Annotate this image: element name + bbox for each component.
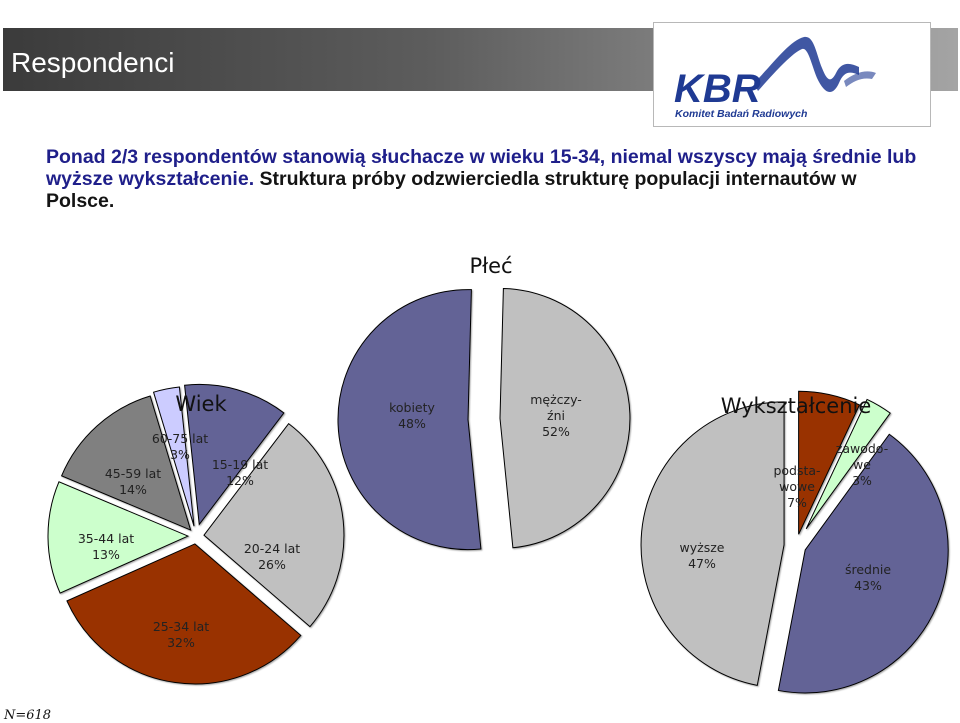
pie-chart-wyksztalcenie: podsta-wowe 7% zawodo-we 3% średnie 43% wyższe… xyxy=(640,390,949,694)
pie-slice-kobiety-48 xyxy=(499,287,631,549)
pie-slice-podsta-wowe-7 xyxy=(798,390,861,535)
intro-rest: Struktura próby odzwierciedla strukturę … xyxy=(46,168,857,212)
pie-slice-25-34-lat-32 xyxy=(66,543,302,685)
data-label: podsta-wowe 7% xyxy=(773,463,820,510)
data-label: kobiety 48% xyxy=(389,400,435,431)
data-label: zawodo-we 3% xyxy=(836,441,888,488)
data-label: 20-24 lat 26% xyxy=(244,541,300,572)
pie-chart-wiek: 15-19 lat 12% 20-24 lat 26% 25-34 lat 32% 35-4… xyxy=(47,384,345,685)
chart-title: Wykształcenie xyxy=(721,394,872,418)
pie-slice-15-19-lat-12 xyxy=(184,384,285,526)
sample-size-note: N=618 xyxy=(4,708,52,723)
data-label: 25-34 lat 32% xyxy=(153,619,209,650)
intro-lead: Ponad 2/3 respondentów stanowią słuchacz… xyxy=(46,146,917,190)
logo-tagline: Komitet Badań Radiowych xyxy=(675,108,807,120)
data-label: 35-44 lat 13% xyxy=(78,531,134,562)
page-title: Respondenci xyxy=(11,47,175,78)
pie-chart-plec: kobiety 48% mężczy-źni 52% Płeć xyxy=(337,254,631,551)
chart-title: Wiek xyxy=(175,392,227,416)
pie-slice-zawodo-we-3 xyxy=(805,398,891,530)
pie-slice-20-24-lat-26 xyxy=(203,422,345,628)
pie-slice-35-44-lat-13 xyxy=(47,481,190,594)
pie-slice-mezczy-zni-52 xyxy=(337,289,482,551)
data-label: 60-75 lat 3% xyxy=(152,431,208,462)
pie-slice-45-59-lat-14 xyxy=(60,395,192,531)
kbr-logo: KBR Komitet Badań Radiowych xyxy=(653,22,931,127)
logo-name: KBR xyxy=(674,67,761,111)
intro-text: Ponad 2/3 respondentów stanowią słuchacz… xyxy=(46,146,926,212)
data-label: średnie 43% xyxy=(845,562,891,593)
data-label: 45-59 lat 14% xyxy=(105,466,161,497)
data-label: wyższe 47% xyxy=(680,540,725,571)
pie-slice-60-75-lat-3 xyxy=(152,386,195,527)
pie-slice-srednie-43 xyxy=(777,433,949,694)
data-label: 15-19 lat 12% xyxy=(212,457,268,488)
chart-title: Płeć xyxy=(469,254,512,278)
data-label: mężczy-źni 52% xyxy=(530,392,582,439)
pie-slice-wyzsze-47 xyxy=(640,401,785,686)
